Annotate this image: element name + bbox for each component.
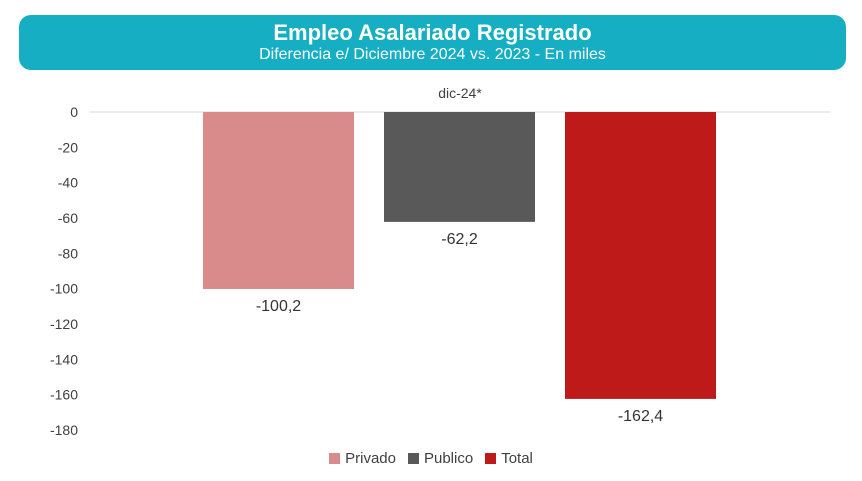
y-tick-label: -160 xyxy=(50,387,78,403)
data-label-total: -162,4 xyxy=(618,408,663,425)
legend-swatch-privado xyxy=(329,452,341,464)
legend-item-publico: Publico xyxy=(407,449,474,467)
y-tick-label: -60 xyxy=(58,210,78,226)
bar-privado xyxy=(203,112,354,290)
chart-title: Empleo Asalariado Registrado xyxy=(273,20,592,45)
bar-total xyxy=(565,112,716,399)
legend-label-total: Total xyxy=(501,449,533,467)
chart-header-banner: Empleo Asalariado Registrado Diferencia … xyxy=(19,15,846,70)
y-tick-label: 0 xyxy=(70,104,78,120)
category-label: dic-24* xyxy=(438,85,482,101)
data-label-privado: -100,2 xyxy=(256,298,301,315)
y-tick-label: -100 xyxy=(50,281,78,297)
legend-item-privado: Privado xyxy=(329,450,396,467)
y-tick-label: -140 xyxy=(50,351,78,367)
y-tick-label: -40 xyxy=(58,175,78,191)
chart-subtitle: Diferencia e/ Diciembre 2024 vs. 2023 - … xyxy=(259,46,606,63)
y-tick-label: -80 xyxy=(58,245,78,261)
bar-publico xyxy=(384,112,535,222)
y-tick-label: -120 xyxy=(50,316,78,332)
legend-label-privado: Privado xyxy=(345,449,396,467)
y-tick-label: -20 xyxy=(58,139,78,155)
y-tick-label: -180 xyxy=(50,422,78,438)
chart-legend: Privado Publico Total xyxy=(0,448,862,468)
legend-swatch-total xyxy=(485,452,497,464)
data-label-publico: -62,2 xyxy=(441,231,478,248)
legend-swatch-publico xyxy=(407,452,419,464)
legend-item-total: Total xyxy=(485,450,533,467)
legend-label-publico: Publico xyxy=(423,449,474,467)
